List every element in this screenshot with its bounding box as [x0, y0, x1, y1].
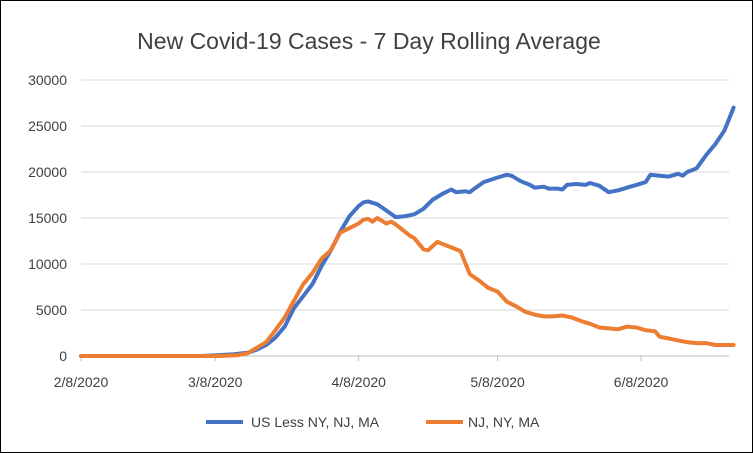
legend-label-nj-ny-ma: NJ, NY, MA: [468, 414, 540, 430]
gridlines: [81, 79, 729, 357]
x-tick-label-4-8-2020: 4/8/2020: [331, 374, 386, 390]
x-tick-label-5-8-2020: 5/8/2020: [470, 374, 525, 390]
y-tick-label-15000: 15000: [28, 210, 67, 226]
y-tick-label-30000: 30000: [28, 72, 67, 88]
series-lines: [79, 105, 736, 358]
legend-label-us-less-ny-nj-ma: US Less NY, NJ, MA: [251, 414, 380, 430]
chart-title: New Covid-19 Cases - 7 Day Rolling Avera…: [137, 28, 601, 54]
x-tick-label-6-8-2020: 6/8/2020: [614, 374, 669, 390]
series-line-nj-ny-ma: [79, 216, 736, 358]
y-tick-label-20000: 20000: [28, 164, 67, 180]
y-tick-label-5000: 5000: [36, 302, 67, 318]
y-tick-label-0: 0: [59, 348, 67, 364]
y-tick-label-10000: 10000: [28, 256, 67, 272]
axes: 0 5000 10000 15000 20000 25000 30000 2/8/2020 3/…: [28, 72, 668, 390]
series-line-us-less-ny-nj-ma: [79, 105, 736, 358]
x-tick-label-3-8-2020: 3/8/2020: [188, 374, 243, 390]
legend: US Less NY, NJ, MA NJ, NY, MA: [206, 414, 540, 430]
y-tick-label-25000: 25000: [28, 118, 67, 134]
x-tick-label-2-8-2020: 2/8/2020: [54, 374, 109, 390]
